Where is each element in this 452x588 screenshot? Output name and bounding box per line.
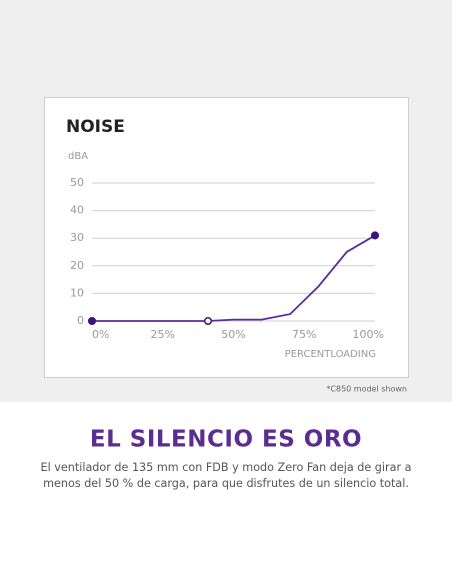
x-tick-label: 75%	[292, 328, 316, 341]
chart-title: NOISE	[66, 117, 125, 137]
chart-card	[44, 97, 409, 378]
body-line: El ventilador de 135 mm con FDB y modo Z…	[41, 461, 412, 474]
y-tick-label: 30	[70, 231, 84, 244]
data-line	[92, 234, 376, 322]
x-tick-label: 0%	[92, 328, 109, 341]
y-axis-label: dBA	[68, 151, 88, 162]
y-tick-label: 0	[77, 314, 84, 327]
body-line: menos del 50 % de carga, para que disfru…	[43, 477, 409, 490]
data-point	[87, 316, 97, 326]
x-axis-label: PERCENTLOADING	[285, 349, 376, 360]
headline: EL SILENCIO ES ORO	[90, 427, 362, 453]
y-tick-label: 10	[70, 286, 84, 299]
x-tick-label: 100%	[353, 328, 384, 341]
y-tick-label: 50	[70, 176, 84, 189]
data-point	[370, 231, 380, 240]
x-tick-label: 25%	[151, 328, 175, 341]
footnote: *C850 model shown	[326, 385, 407, 394]
x-tick-label: 50%	[221, 328, 245, 341]
data-point	[203, 316, 213, 326]
y-tick-label: 40	[70, 204, 84, 217]
y-tick-label: 20	[70, 259, 84, 272]
